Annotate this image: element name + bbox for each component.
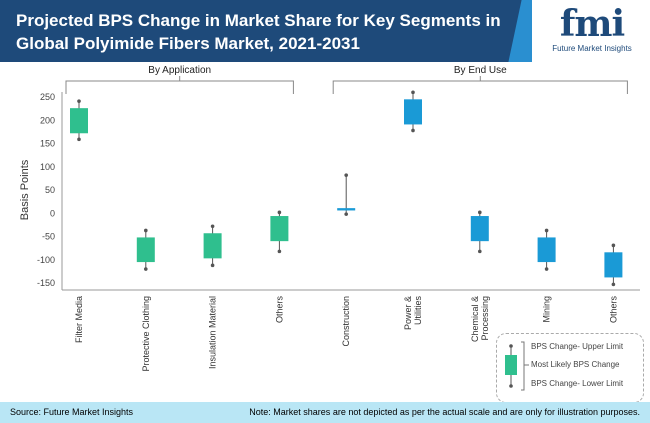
likely-change-box <box>404 99 422 125</box>
source-text: Source: Future Market Insights <box>10 407 134 417</box>
legend-lower: BPS Change- Lower Limit <box>531 379 624 388</box>
logo-background <box>532 0 650 62</box>
likely-change-box <box>537 237 556 263</box>
x-tick-label: Insulation Material <box>208 296 218 369</box>
lower-limit-point <box>277 249 282 254</box>
upper-limit-point <box>544 228 549 233</box>
y-tick-label: 0 <box>50 208 55 218</box>
lower-limit-point <box>344 212 349 216</box>
likely-change-box <box>604 252 623 278</box>
logo-subtitle: Future Market Insights <box>552 44 632 53</box>
box-chart: 250 200 150 100 50 0 -50 -100 -150 Basis Points By… <box>19 65 640 372</box>
upper-limit-point <box>77 99 81 103</box>
chart-title: Projected BPS Change in Market Share for… <box>16 11 501 53</box>
y-tick-label: -100 <box>37 255 55 265</box>
y-tick-label: 150 <box>40 139 55 149</box>
likely-change-box <box>203 233 222 259</box>
likely-change-box <box>136 237 155 263</box>
y-tick-label: -150 <box>37 278 55 288</box>
likely-change-box <box>270 216 289 242</box>
upper-limit-point <box>210 224 215 229</box>
y-tick-label: 50 <box>45 185 55 195</box>
y-tick-label: -50 <box>42 232 55 242</box>
upper-limit-point <box>144 228 148 233</box>
y-tick-label: 100 <box>40 162 55 172</box>
group-label: By End Use <box>454 65 507 76</box>
lower-limit-point <box>144 267 148 271</box>
group-bracket <box>65 76 294 94</box>
fmi-logo: fmi Future Market Insights <box>542 4 642 53</box>
y-axis-title: Basis Points <box>19 159 31 220</box>
legend-box-icon <box>505 341 529 391</box>
upper-limit-point <box>411 90 415 95</box>
header-banner: Projected BPS Change in Market Share for… <box>0 0 650 62</box>
lower-limit-point <box>478 249 482 254</box>
logo-mark: fmi <box>559 3 625 45</box>
x-tick-label: Mining <box>542 296 552 323</box>
likely-change-box <box>70 108 88 134</box>
legend: BPS Change- Upper Limit Most Likely BPS … <box>496 333 644 403</box>
note-text: Note: Market shares are not depicted as … <box>249 407 640 417</box>
x-tick-label: Filter Media <box>74 296 84 343</box>
lower-limit-point <box>611 282 616 287</box>
x-tick-label: Power &Utilities <box>403 296 423 331</box>
group-label: By Application <box>148 65 211 76</box>
y-tick-label: 250 <box>40 92 55 102</box>
x-tick-label: Construction <box>341 296 351 347</box>
upper-limit-point <box>344 173 349 177</box>
lower-limit-point <box>411 128 415 133</box>
x-tick-label: Others <box>274 296 284 324</box>
x-tick-label: Others <box>608 296 618 324</box>
likely-change-box <box>470 216 489 242</box>
lower-limit-point <box>77 137 81 142</box>
y-tick-label: 200 <box>40 115 55 125</box>
upper-limit-point <box>478 210 482 215</box>
x-tick-label: Chemical &Processing <box>470 296 490 342</box>
lower-limit-point <box>544 267 549 271</box>
footer: Source: Future Market Insights Note: Mar… <box>0 402 650 423</box>
legend-upper: BPS Change- Upper Limit <box>531 342 624 351</box>
upper-limit-point <box>277 210 282 215</box>
x-tick-label: Protective Clothing <box>141 296 151 372</box>
likely-change-box <box>337 208 356 211</box>
group-bracket <box>332 76 628 94</box>
legend-likely: Most Likely BPS Change <box>531 360 620 369</box>
lower-limit-point <box>210 263 215 268</box>
upper-limit-point <box>611 243 616 248</box>
